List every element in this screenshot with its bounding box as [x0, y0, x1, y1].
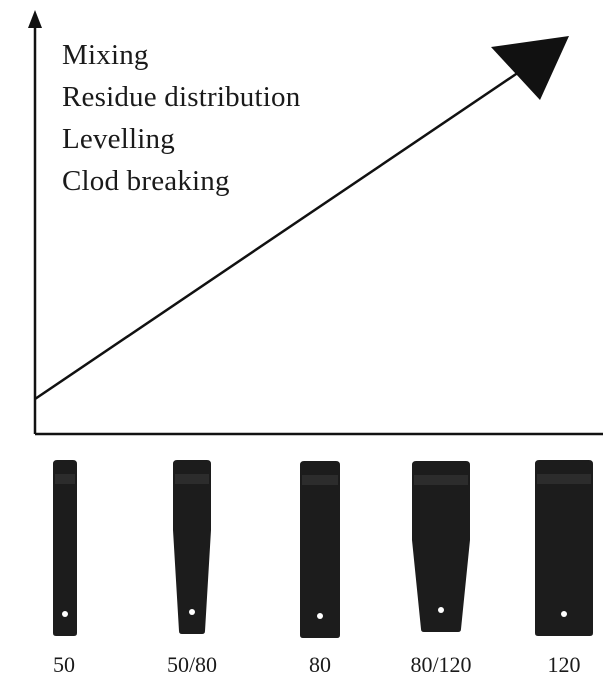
tines-group [53, 460, 593, 638]
tine-label-50-80: 50/80 [166, 652, 218, 677]
tine-highlight-80 [302, 475, 338, 485]
tine-label-80: 80 [309, 652, 331, 677]
tine-bolt-hole-50-80 [189, 609, 195, 615]
tine-label-80-120: 80/120 [410, 652, 472, 677]
tine-80-120 [412, 461, 470, 632]
tine-bolt-hole-50 [62, 611, 68, 617]
feature-clod-breaking: Clod breaking [62, 165, 230, 197]
tine-highlight-50-80 [175, 474, 209, 484]
tine-highlight-120 [537, 474, 591, 484]
tine-highlight-80-120 [414, 475, 468, 485]
trend-arrowhead [491, 36, 569, 100]
tine-highlight-50 [55, 474, 75, 484]
feature-mixing: Mixing [62, 39, 149, 71]
y-axis-arrowhead [28, 10, 42, 28]
tine-label-50: 50 [53, 652, 75, 677]
tine-50-80 [173, 460, 211, 634]
feature-levelling: Levelling [62, 123, 175, 155]
feature-residue-distribution: Residue distribution [62, 81, 301, 113]
tine-120 [535, 460, 593, 636]
trend-line [34, 68, 523, 401]
tine-labels: 50 50/80 80 80/120 120 [0, 652, 605, 682]
tine-bolt-hole-120 [561, 611, 567, 617]
feature-list: Mixing Residue distribution Levelling Cl… [62, 34, 300, 202]
tine-50 [53, 460, 77, 636]
tine-bolt-hole-80-120 [438, 607, 444, 613]
tine-label-120: 120 [547, 652, 581, 677]
tine-80 [300, 461, 340, 638]
tine-bolt-hole-80 [317, 613, 323, 619]
